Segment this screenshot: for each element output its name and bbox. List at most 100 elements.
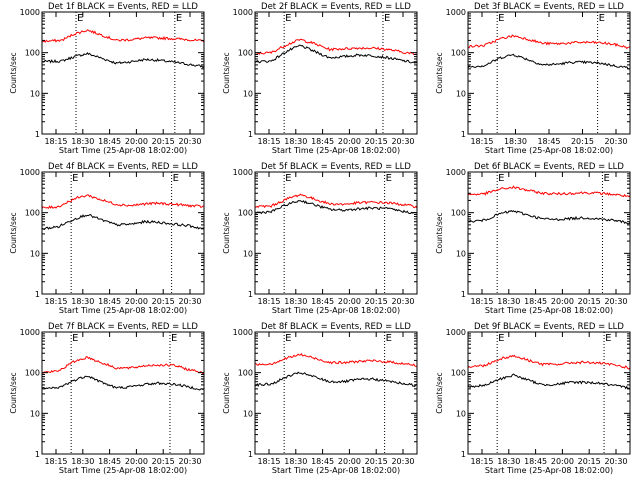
series-lld	[41, 194, 205, 210]
x-tick-label: 18:15	[470, 137, 493, 146]
x-tick-label: 18:30	[284, 297, 307, 306]
x-tick-label: 18:30	[504, 137, 527, 146]
x-tick-label: 18:15	[44, 137, 67, 146]
y-tick-label: 100	[25, 369, 40, 378]
x-tick-label: 18:45	[311, 457, 334, 466]
series-events	[467, 373, 631, 390]
panel-title: Det 5f BLACK = Events, RED = LLD	[261, 162, 411, 172]
y-tick-label: 1	[248, 450, 253, 459]
x-tick-label: 18:30	[71, 297, 94, 306]
marker-label: E	[171, 333, 177, 344]
y-tick-label: 10	[243, 249, 253, 258]
y-tick-label: 1	[35, 450, 40, 459]
x-tick-label: 18:45	[537, 137, 560, 146]
marker-label: E	[386, 333, 392, 344]
series-events	[41, 375, 205, 391]
y-tick-label: 1000	[446, 8, 466, 17]
y-tick-label: 1	[248, 130, 253, 139]
y-tick-label: 100	[451, 49, 466, 58]
x-tick-label: 18:15	[470, 297, 493, 306]
y-tick-label: 100	[238, 209, 253, 218]
series-lld	[467, 185, 631, 198]
y-tick-label: 1000	[233, 168, 253, 177]
y-tick-label: 100	[238, 49, 253, 58]
series-lld	[41, 356, 205, 375]
panel-title: Det 4f BLACK = Events, RED = LLD	[48, 162, 198, 172]
x-tick-label: 20:00	[338, 457, 361, 466]
x-axis-title: Start Time (25-Apr-08 18:02:00)	[272, 306, 400, 315]
x-tick-label: 20:15	[578, 297, 601, 306]
y-tick-label: 1000	[20, 168, 40, 177]
y-tick-label: 10	[30, 409, 40, 418]
x-tick-label: 20:15	[578, 457, 601, 466]
x-axis-title: Start Time (25-Apr-08 18:02:00)	[272, 466, 400, 475]
x-tick-label: 20:15	[365, 297, 388, 306]
marker-label: E	[72, 333, 78, 344]
series-events	[254, 199, 418, 215]
x-tick-label: 18:15	[44, 297, 67, 306]
marker-label: E	[498, 173, 504, 184]
series-events	[254, 371, 418, 388]
x-axis-title: Start Time (25-Apr-08 18:02:00)	[59, 146, 187, 155]
y-tick-label: 10	[456, 89, 466, 98]
x-axis-title: Start Time (25-Apr-08 18:02:00)	[272, 146, 400, 155]
x-tick-label: 20:30	[178, 137, 201, 146]
panel-title: Det 2f BLACK = Events, RED = LLD	[261, 2, 411, 12]
plot-frame	[41, 171, 205, 295]
marker-label: E	[77, 13, 83, 24]
series-lld	[42, 29, 205, 43]
marker-label: E	[386, 173, 392, 184]
x-tick-label: 20:15	[365, 137, 388, 146]
plot-frame	[467, 171, 631, 295]
series-events	[254, 44, 418, 64]
marker-label: E	[498, 13, 504, 24]
x-tick-label: 18:30	[497, 297, 520, 306]
x-tick-label: 18:30	[71, 457, 94, 466]
x-tick-label: 20:00	[551, 297, 574, 306]
series-events	[41, 52, 205, 69]
x-tick-label: 18:15	[257, 457, 280, 466]
y-axis-title: Counts/sec	[222, 52, 231, 93]
marker-label: E	[599, 13, 605, 24]
x-tick-label: 18:45	[524, 297, 547, 306]
x-tick-label: 18:45	[311, 297, 334, 306]
y-axis-title: Counts/sec	[9, 212, 18, 253]
marker-label: E	[173, 173, 179, 184]
x-tick-label: 18:45	[98, 137, 121, 146]
series-events	[467, 209, 631, 225]
y-axis-title: Counts/sec	[222, 372, 231, 413]
x-tick-label: 20:00	[338, 297, 361, 306]
y-axis-title: Counts/sec	[435, 372, 444, 413]
marker-label: E	[285, 173, 291, 184]
marker-label: E	[176, 13, 182, 24]
x-tick-label: 20:30	[391, 137, 414, 146]
y-axis-title: Counts/sec	[435, 212, 444, 253]
x-tick-label: 18:15	[44, 457, 67, 466]
y-axis-title: Counts/sec	[9, 52, 18, 93]
y-tick-label: 1	[461, 130, 466, 139]
y-tick-label: 100	[451, 209, 466, 218]
x-tick-label: 20:00	[551, 457, 574, 466]
plot-frame	[41, 11, 205, 135]
y-tick-label: 100	[238, 369, 253, 378]
marker-label: E	[285, 333, 291, 344]
x-axis-title: Start Time (25-Apr-08 18:02:00)	[59, 306, 187, 315]
x-axis-title: Start Time (25-Apr-08 18:02:00)	[485, 146, 613, 155]
y-tick-label: 10	[243, 409, 253, 418]
x-tick-label: 20:30	[391, 297, 414, 306]
y-tick-label: 1000	[446, 328, 466, 337]
x-axis-title: Start Time (25-Apr-08 18:02:00)	[485, 466, 613, 475]
plot-frame	[254, 171, 418, 295]
plot-frame	[254, 11, 418, 135]
x-tick-label: 20:30	[604, 137, 627, 146]
marker-label: E	[603, 173, 609, 184]
x-tick-label: 20:00	[338, 137, 361, 146]
x-tick-label: 18:30	[71, 137, 94, 146]
x-tick-label: 18:45	[98, 297, 121, 306]
